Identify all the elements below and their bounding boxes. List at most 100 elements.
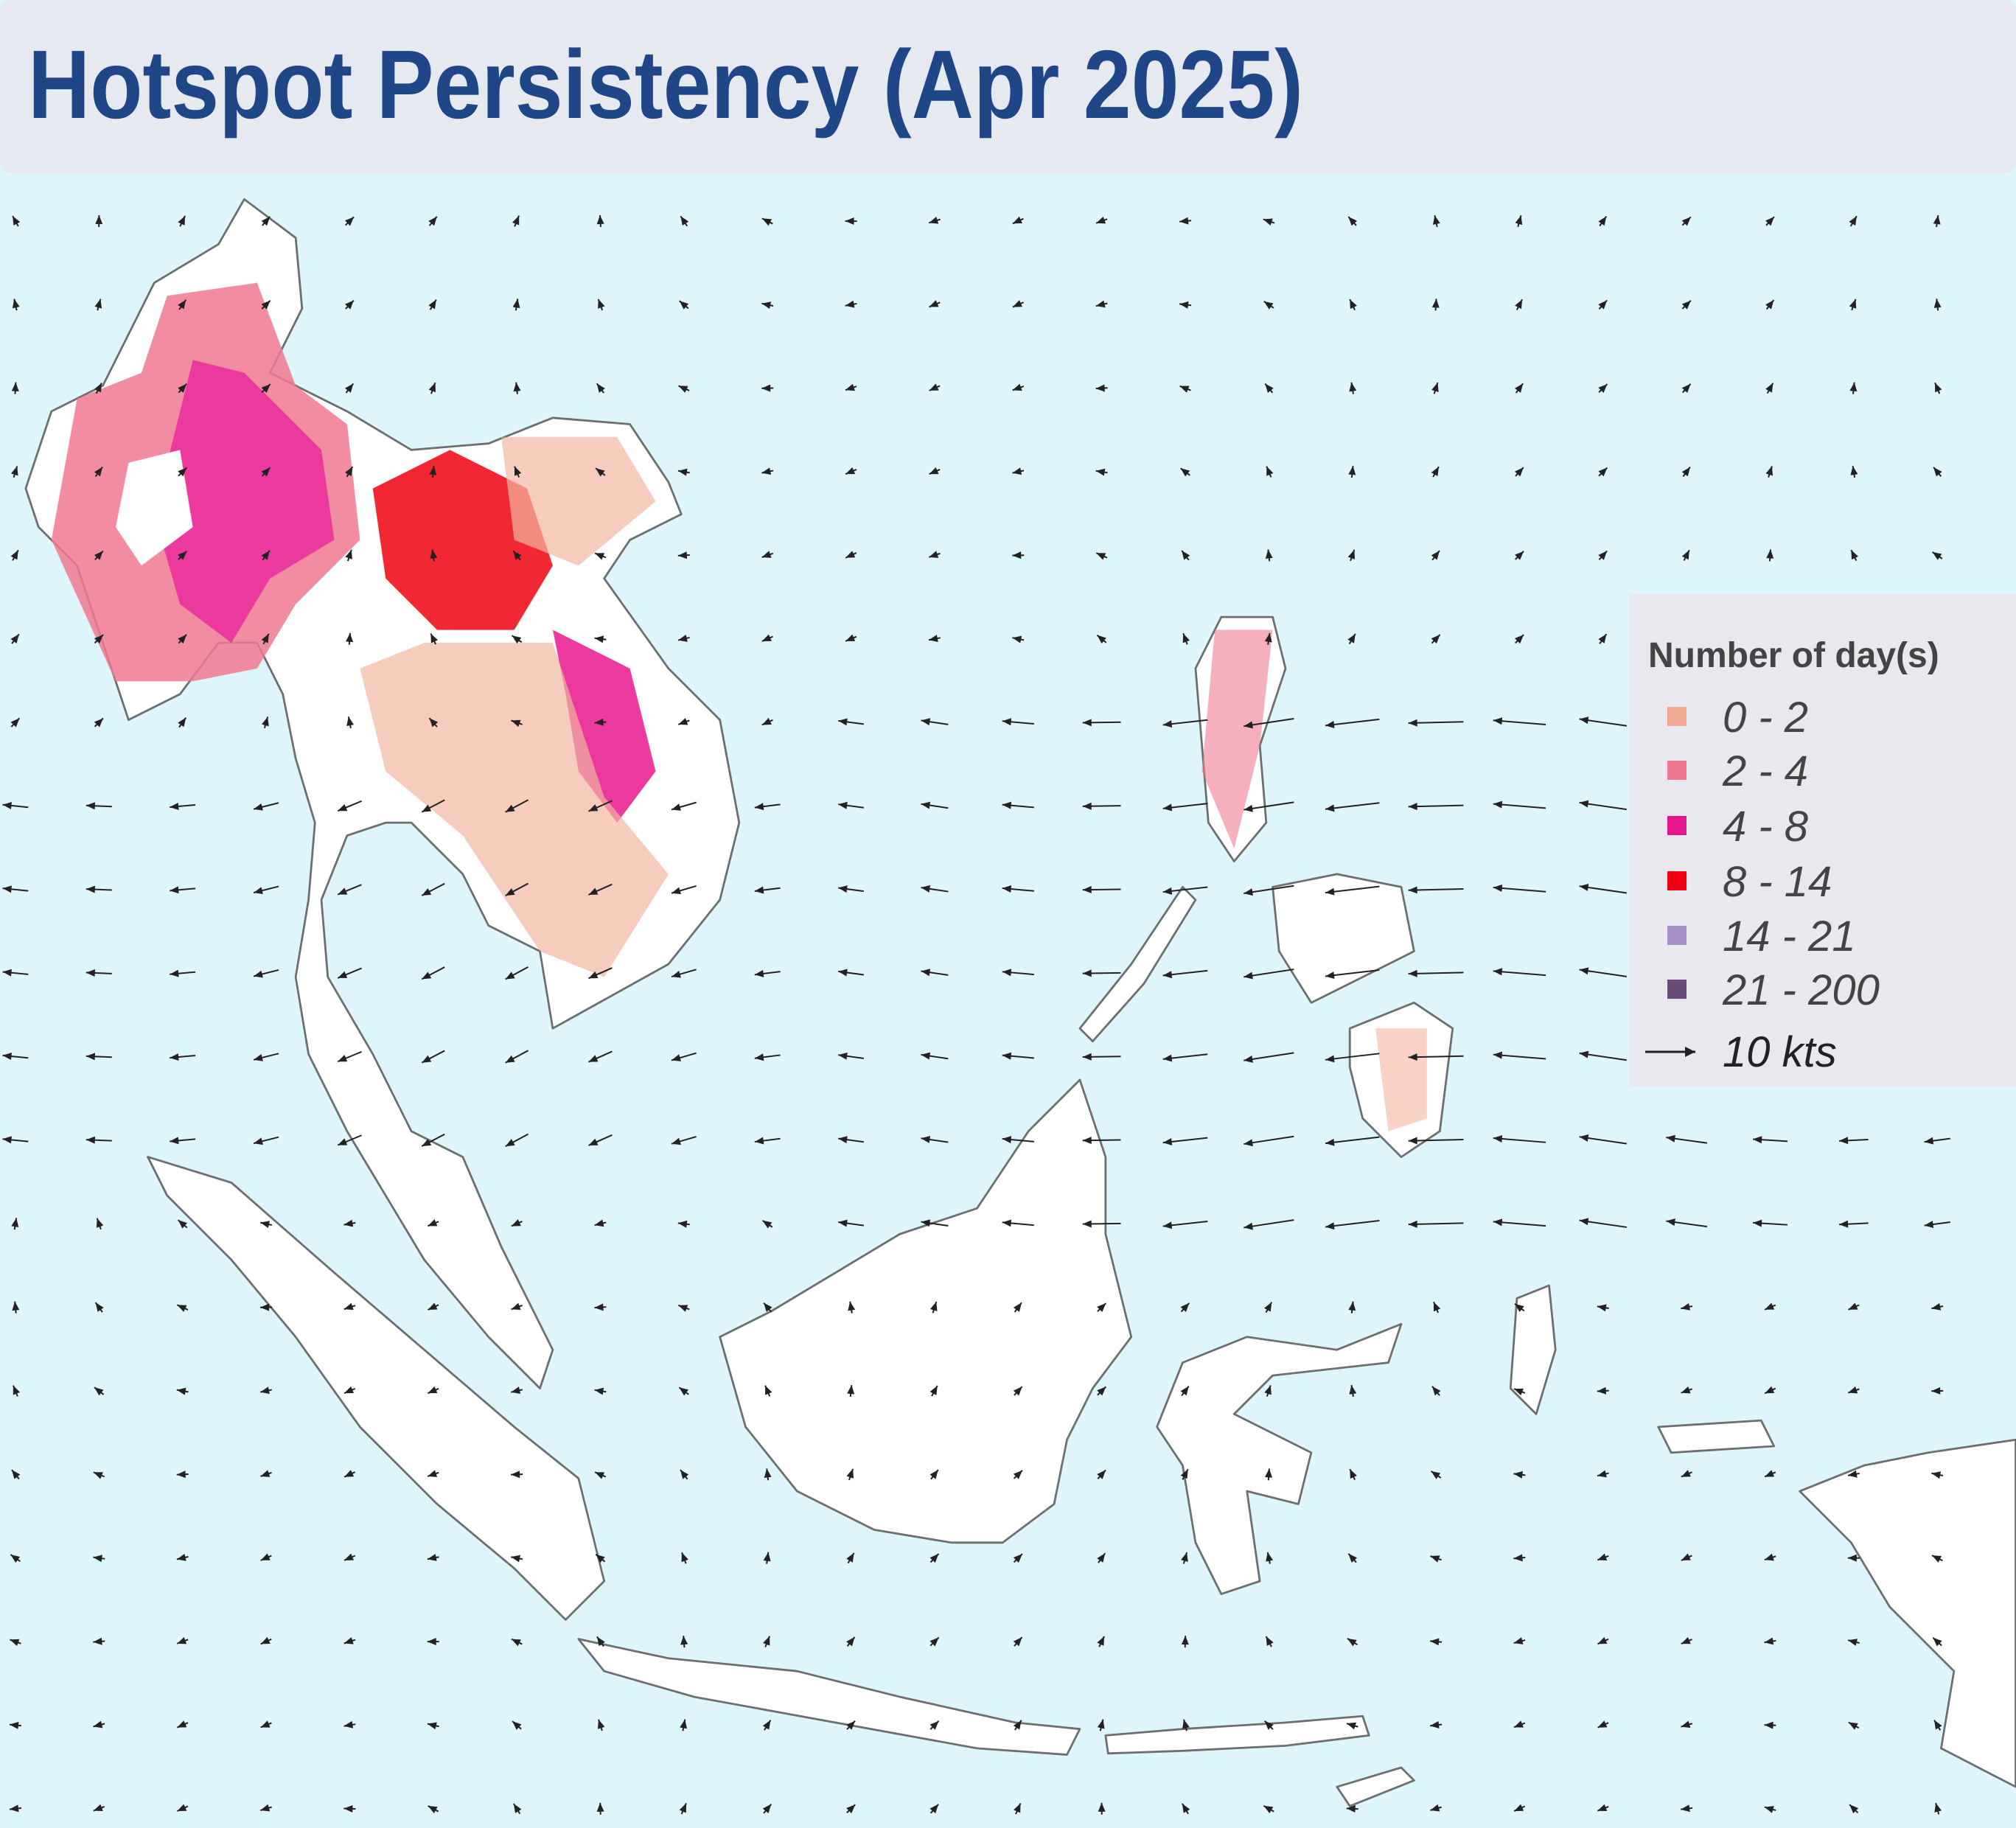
wind-arrowhead bbox=[505, 1055, 515, 1063]
wind-arrowhead bbox=[1408, 803, 1417, 811]
wind-arrowhead bbox=[1764, 1721, 1773, 1729]
wind-arrowhead bbox=[1097, 1553, 1106, 1563]
wind-arrowhead bbox=[762, 218, 772, 226]
wind-arrowhead bbox=[1179, 386, 1190, 393]
wind-arrowhead bbox=[929, 635, 938, 642]
wind-arrowhead bbox=[588, 804, 599, 812]
wind-arrowhead bbox=[1349, 1385, 1357, 1395]
wind-arrowhead bbox=[1765, 299, 1774, 310]
wind-arrowhead bbox=[422, 887, 432, 896]
wind-arrowhead bbox=[1325, 887, 1335, 896]
wind-arrowhead bbox=[596, 383, 605, 393]
wind-arrowhead bbox=[12, 1301, 20, 1311]
wind-arrowhead bbox=[672, 887, 681, 895]
wind-arrowhead bbox=[1179, 217, 1189, 225]
legend-label: 0 - 2 bbox=[1723, 694, 1808, 742]
wind-arrowhead bbox=[427, 1722, 437, 1730]
wind-arrowhead bbox=[754, 1053, 764, 1061]
borneo bbox=[719, 1078, 1133, 1544]
wind-arrowhead bbox=[1408, 969, 1417, 977]
wind-arrowhead bbox=[1013, 1637, 1022, 1647]
wind-arrowhead bbox=[176, 1471, 186, 1479]
wind-arrowhead bbox=[1598, 384, 1608, 394]
sulawesi bbox=[1156, 1322, 1403, 1595]
wind-arrow bbox=[1408, 1222, 1464, 1226]
wind-arrowhead bbox=[1681, 1720, 1691, 1728]
wind-arrowhead bbox=[1082, 969, 1092, 977]
wind-arrowhead bbox=[94, 718, 103, 728]
wind-arrowhead bbox=[679, 1803, 686, 1813]
wind-arrowhead bbox=[1598, 551, 1608, 560]
wind-arrowhead bbox=[505, 804, 515, 812]
wind-arrowhead bbox=[260, 1386, 270, 1395]
wind-arrowhead bbox=[1764, 1553, 1774, 1561]
wind-arrowhead bbox=[1515, 467, 1524, 477]
wind-arrowhead bbox=[1753, 1219, 1762, 1227]
wind-arrowhead bbox=[428, 1302, 438, 1310]
wind-arrowhead bbox=[1935, 383, 1942, 393]
wind-arrowhead bbox=[1597, 1386, 1607, 1395]
wind-arrowhead bbox=[588, 887, 599, 895]
wind-arrowhead bbox=[94, 467, 103, 477]
wind-arrowhead bbox=[1325, 721, 1335, 728]
wind-arrowhead bbox=[762, 1220, 772, 1229]
wind-arrowhead bbox=[343, 1302, 354, 1311]
wind-arrowhead bbox=[1515, 299, 1523, 310]
wind-arrowhead bbox=[1432, 215, 1440, 225]
wind-arrowhead bbox=[1348, 466, 1356, 475]
wind-arrowhead bbox=[754, 969, 764, 977]
wind-arrowhead bbox=[1162, 1054, 1173, 1062]
wind-arrowhead bbox=[1408, 1137, 1417, 1145]
wind-arrowhead bbox=[170, 886, 179, 894]
wind-arrowhead bbox=[260, 1636, 271, 1644]
wind-arrowhead bbox=[1097, 1636, 1105, 1646]
wind-arrowhead bbox=[1082, 886, 1092, 894]
wind-arrowhead bbox=[1431, 551, 1440, 560]
wind-arrowhead bbox=[1014, 1803, 1021, 1813]
wind-arrowhead bbox=[588, 1138, 599, 1146]
wind-arrowhead bbox=[764, 1468, 772, 1478]
wind-arrowhead bbox=[1181, 1636, 1189, 1645]
wind-arrowhead bbox=[1839, 1220, 1849, 1228]
wind-arrowhead bbox=[1849, 1804, 1859, 1814]
wind-arrowhead bbox=[1430, 1555, 1440, 1563]
wind-arrowhead bbox=[1931, 1471, 1942, 1479]
wind-arrowhead bbox=[13, 215, 21, 226]
wind-arrowhead bbox=[94, 551, 103, 560]
wind-arrow bbox=[1408, 887, 1464, 891]
wind-arrowhead bbox=[422, 804, 432, 812]
wind-arrowhead bbox=[1764, 1637, 1774, 1645]
wind-arrowhead bbox=[94, 635, 104, 644]
wind-arrowhead bbox=[1162, 1137, 1173, 1145]
wind-arrowhead bbox=[513, 382, 521, 392]
halmahera bbox=[1509, 1284, 1557, 1415]
wind-arrowhead bbox=[344, 383, 354, 393]
wind-arrow bbox=[1408, 721, 1464, 724]
wind-arrowhead bbox=[929, 1470, 938, 1479]
wind-arrowhead bbox=[1082, 1137, 1092, 1145]
wind-arrowhead bbox=[838, 885, 848, 893]
wind-arrowhead bbox=[1765, 383, 1773, 393]
java bbox=[577, 1638, 1081, 1756]
wind-arrowhead bbox=[1430, 1638, 1440, 1646]
wind-arrowhead bbox=[1515, 635, 1524, 644]
wind-arrowhead bbox=[13, 1385, 21, 1395]
wind-arrowhead bbox=[422, 1139, 432, 1147]
wind-arrowhead bbox=[177, 1637, 187, 1644]
wind-arrowhead bbox=[1082, 802, 1092, 810]
wind-arrowhead bbox=[680, 216, 689, 226]
wind-arrowhead bbox=[677, 1220, 688, 1228]
legend-label: 4 - 8 bbox=[1723, 803, 1808, 851]
wind-arrowhead bbox=[345, 467, 353, 476]
wind-arrowhead bbox=[1597, 1804, 1608, 1812]
wind-arrowhead bbox=[1579, 1050, 1589, 1058]
wind-arrowhead bbox=[1933, 215, 1941, 225]
wind-arrowhead bbox=[588, 971, 599, 979]
wind-arrowhead bbox=[430, 633, 438, 643]
wind-arrowhead bbox=[845, 551, 856, 558]
wind-arrowhead bbox=[594, 1387, 604, 1395]
wind-arrowhead bbox=[344, 300, 354, 310]
wind-arrowhead bbox=[343, 1804, 353, 1813]
legend-swatch bbox=[1667, 761, 1687, 780]
wind-arrowhead bbox=[1430, 1721, 1440, 1728]
